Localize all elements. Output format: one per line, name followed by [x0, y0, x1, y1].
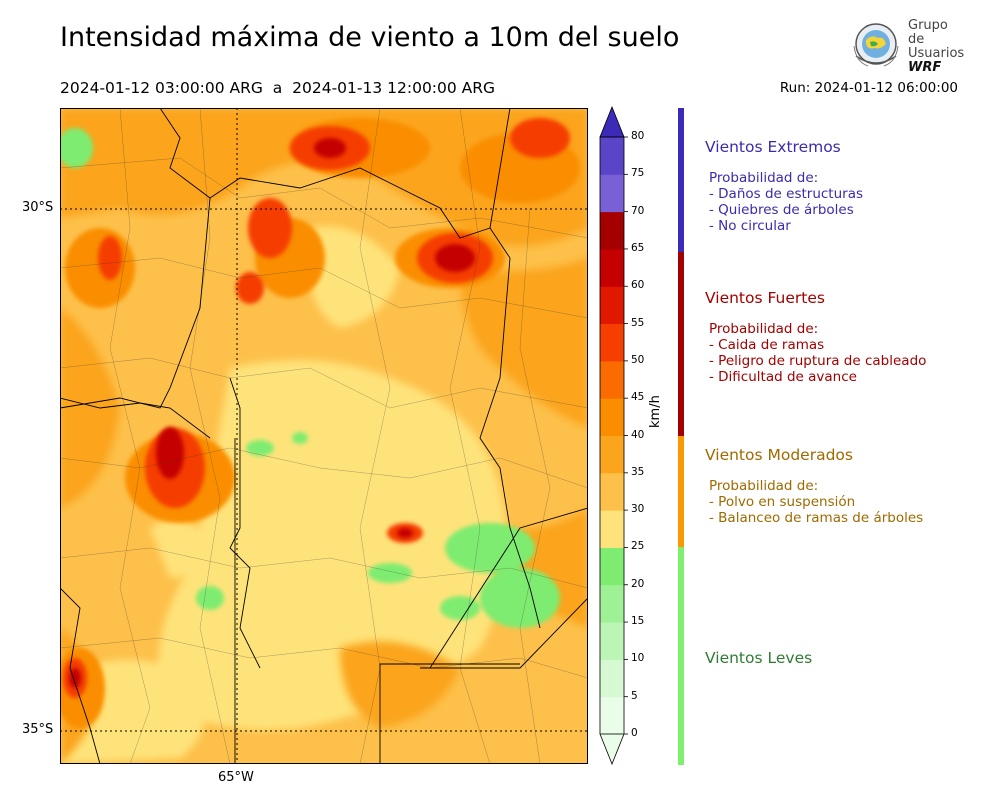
colorbar-tick-label: 40: [631, 428, 645, 441]
category-line: - No circular: [709, 218, 791, 234]
logo-text: Grupo de Usuarios WRF: [908, 19, 968, 75]
map-title: Intensidad máxima de viento a 10m del su…: [60, 22, 680, 53]
lon-label-65w: 65°W: [218, 770, 254, 785]
category-description: Probabilidad de: - Caida de ramas - Peli…: [709, 321, 926, 385]
category-title: Vientos Leves: [705, 649, 813, 667]
colorbar: [599, 106, 628, 766]
logo-line-1: Grupo de: [908, 18, 948, 47]
category-line: Probabilidad de:: [709, 478, 819, 494]
colorbar-bin: [600, 211, 624, 250]
category-fuertes: Vientos Fuertes Probabilidad de: - Caida…: [705, 289, 926, 385]
colorbar-min-extend: [599, 733, 625, 766]
wind-field: [60, 108, 588, 764]
colorbar-tick-label: 65: [631, 241, 645, 254]
colorbar-tick-label: 35: [631, 465, 645, 478]
colorbar-bin: [600, 286, 624, 325]
colorbar-bin: [600, 323, 624, 362]
category-title: Vientos Fuertes: [705, 289, 825, 307]
colorbar-tick-label: 25: [631, 540, 645, 553]
wrf-logo: Grupo de Usuarios WRF: [848, 16, 968, 75]
colorbar-tick-label: 0: [631, 727, 638, 739]
colorbar-bin: [600, 547, 624, 586]
category-title: Vientos Moderados: [705, 446, 853, 464]
colorbar-bin: [600, 174, 624, 213]
colorbar-bin: [600, 137, 624, 175]
colorbar-bin: [600, 435, 624, 474]
forecast-period: 2024-01-12 03:00:00 ARG a 2024-01-13 12:…: [60, 79, 496, 97]
colorbar-tick-label: 10: [631, 652, 645, 665]
colorbar-bin: [600, 510, 624, 548]
colorbar-tick-label: 20: [631, 577, 645, 590]
globe-icon: [853, 23, 899, 67]
category-line: - Peligro de ruptura de cableado: [709, 353, 927, 369]
colorbar-bin: [600, 659, 624, 698]
colorbar-bin: [600, 696, 624, 735]
category-leves: Vientos Leves: [705, 649, 812, 667]
colorbar-tick-label: 50: [631, 353, 645, 366]
category-line: - Quiebres de árboles: [709, 202, 854, 218]
logo-line-3: WRF: [908, 60, 942, 75]
colorbar-unit: km/h: [648, 395, 663, 428]
colorbar-tick-label: 5: [631, 689, 638, 702]
run-timestamp: Run: 2024-01-12 06:00:00: [779, 80, 958, 96]
category-description: Probabilidad de: - Polvo en suspensión -…: [709, 478, 923, 526]
category-line: - Polvo en suspensión: [709, 494, 856, 510]
colorbar-max-extend: [599, 106, 625, 138]
category-title: Vientos Extremos: [705, 138, 841, 156]
side-bar-leves: [678, 547, 684, 765]
colorbar-tick-label: 55: [631, 316, 645, 329]
colorbar-tick-label: 60: [631, 279, 645, 292]
colorbar-tick-label: 30: [631, 503, 645, 516]
side-bar-moderados: [678, 436, 684, 547]
category-line: Probabilidad de:: [709, 170, 819, 186]
lat-label-30s: 30°S: [22, 200, 54, 215]
colorbar-bin: [600, 360, 624, 399]
colorbar-tick-label: 15: [631, 615, 645, 628]
side-bar-extremos: [678, 108, 684, 252]
side-bar-fuertes: [678, 252, 684, 436]
category-line: - Caida de ramas: [709, 337, 825, 353]
colorbar-bin: [600, 398, 624, 436]
colorbar-bin: [600, 622, 624, 660]
colorbar-tick-label: 70: [631, 204, 645, 217]
category-moderados: Vientos Moderados Probabilidad de: - Pol…: [705, 446, 923, 526]
lat-label-35s: 35°S: [22, 722, 54, 737]
colorbar-tick-label: 75: [631, 167, 645, 180]
colorbar-bin: [600, 584, 624, 623]
colorbar-bin: [600, 248, 624, 287]
category-description: Probabilidad de: - Daños de estructuras …: [709, 170, 863, 234]
colorbar-bin: [600, 472, 624, 511]
category-line: - Balanceo de ramas de árboles: [709, 510, 924, 526]
wind-map: [60, 108, 588, 764]
category-line: - Daños de estructuras: [709, 186, 864, 202]
category-line: Probabilidad de:: [709, 321, 819, 337]
logo-line-2: Usuarios: [908, 46, 965, 61]
colorbar-tick-label: 80: [631, 130, 645, 142]
category-extremos: Vientos Extremos Probabilidad de: - Daño…: [705, 138, 863, 234]
colorbar-tick-label: 45: [631, 391, 645, 404]
category-line: - Dificultad de avance: [709, 369, 857, 385]
